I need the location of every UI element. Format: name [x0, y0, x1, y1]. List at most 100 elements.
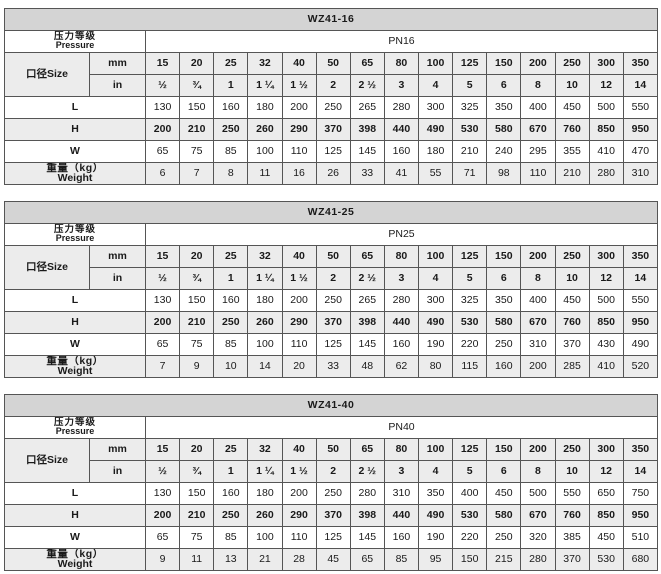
data-cell: 9 [144, 548, 181, 571]
data-cell: 100 [247, 526, 283, 549]
size-mm-cell: 32 [247, 245, 283, 268]
unit-in-label: in [89, 267, 146, 290]
data-cell: 550 [622, 289, 659, 312]
data-cell: 350 [486, 289, 522, 312]
size-in-cell: 5 [452, 74, 488, 97]
size-mm-cell: 250 [554, 245, 590, 268]
data-cell: 200 [520, 355, 556, 378]
data-cell: 85 [213, 140, 249, 163]
data-cell: 450 [486, 482, 522, 505]
data-cell: 180 [247, 482, 283, 505]
data-cell: 110 [520, 162, 556, 185]
size-in-cell: ¾ [179, 267, 215, 290]
data-cell: 125 [315, 140, 351, 163]
data-cell: 250 [213, 504, 249, 527]
data-cell: 160 [383, 333, 420, 356]
data-cell: 160 [213, 96, 249, 119]
size-in-cell: 14 [622, 460, 659, 483]
size-mm-row: 口径Size mm 15 20 25 32 40 50 65 80 100 125 150 200 250 3… [4, 52, 659, 97]
data-cell: 355 [554, 140, 590, 163]
size-in-cell: 1 [213, 460, 249, 483]
data-cell: 670 [520, 504, 556, 527]
data-cell: 80 [417, 355, 454, 378]
data-cell: 385 [554, 526, 590, 549]
data-cell: 190 [417, 526, 454, 549]
size-mm-cell: 300 [588, 245, 624, 268]
data-cell: 200 [144, 311, 181, 334]
data-cell: 150 [179, 482, 215, 505]
data-cell: 130 [144, 482, 181, 505]
data-cell: 530 [452, 504, 488, 527]
data-cell: 350 [417, 482, 454, 505]
data-cell: 260 [247, 118, 283, 141]
data-cell: 280 [383, 289, 420, 312]
size-in-cell: 2 [315, 460, 351, 483]
size-mm-cell: 350 [622, 52, 659, 75]
data-cell: 450 [588, 526, 624, 549]
data-cell: 285 [554, 355, 590, 378]
data-cell: 670 [520, 118, 556, 141]
data-cell: 550 [554, 482, 590, 505]
size-in-cell: 3 [383, 460, 420, 483]
size-mm-cell: 15 [144, 52, 181, 75]
data-cell: 150 [179, 96, 215, 119]
data-cell: 41 [383, 162, 420, 185]
data-cell: 310 [383, 482, 420, 505]
data-cell: 290 [281, 504, 317, 527]
data-cell: 33 [349, 162, 385, 185]
data-cell: 55 [417, 162, 454, 185]
size-in-cell: 12 [588, 74, 624, 97]
data-cell: 7 [144, 355, 181, 378]
row-label-l: L [4, 96, 146, 119]
data-cell: 370 [315, 118, 351, 141]
data-cell: 200 [144, 504, 181, 527]
data-cell: 180 [417, 140, 454, 163]
size-in-cell: 12 [588, 460, 624, 483]
data-cell: 160 [486, 355, 522, 378]
data-cell: 310 [622, 162, 659, 185]
size-in-cell: 14 [622, 267, 659, 290]
data-cell: 210 [179, 311, 215, 334]
size-in-cell: 1 ½ [281, 267, 317, 290]
data-cell: 110 [281, 140, 317, 163]
data-cell: 85 [213, 333, 249, 356]
data-cell: 410 [588, 140, 624, 163]
size-mm-cell: 25 [213, 438, 249, 461]
size-in-cell: 4 [417, 460, 454, 483]
data-cell: 950 [622, 118, 659, 141]
row-label-weight: 重量（kg） Weight [4, 548, 146, 571]
data-cell: 62 [383, 355, 420, 378]
size-mm-cell: 65 [349, 52, 385, 75]
data-cell: 215 [486, 548, 522, 571]
data-cell: 295 [520, 140, 556, 163]
pressure-label-en: Pressure [55, 233, 95, 244]
data-cell: 280 [520, 548, 556, 571]
data-cell: 760 [554, 311, 590, 334]
data-cell: 250 [486, 333, 522, 356]
data-cell: 290 [281, 118, 317, 141]
data-cell: 550 [622, 96, 659, 119]
data-cell: 398 [349, 311, 385, 334]
data-cell: 10 [213, 355, 249, 378]
row-label-h: H [4, 118, 146, 141]
data-cell: 440 [383, 311, 420, 334]
data-cell: 850 [588, 504, 624, 527]
data-cell: 210 [452, 140, 488, 163]
data-cell: 250 [315, 482, 351, 505]
size-mm-cell: 20 [179, 245, 215, 268]
data-cell: 290 [281, 311, 317, 334]
data-cell: 210 [179, 118, 215, 141]
data-cell: 110 [281, 333, 317, 356]
size-in-cell: ½ [144, 74, 181, 97]
data-cell: 260 [247, 504, 283, 527]
data-cell: 65 [144, 140, 181, 163]
data-cell: 470 [622, 140, 659, 163]
pressure-label-cn: 压力等级 [53, 417, 96, 429]
size-in-cell: 5 [452, 460, 488, 483]
pressure-value: PN40 [144, 416, 659, 439]
data-cell: 11 [247, 162, 283, 185]
size-mm-cell: 125 [452, 438, 488, 461]
size-in-cell: 8 [520, 74, 556, 97]
data-cell: 350 [486, 96, 522, 119]
